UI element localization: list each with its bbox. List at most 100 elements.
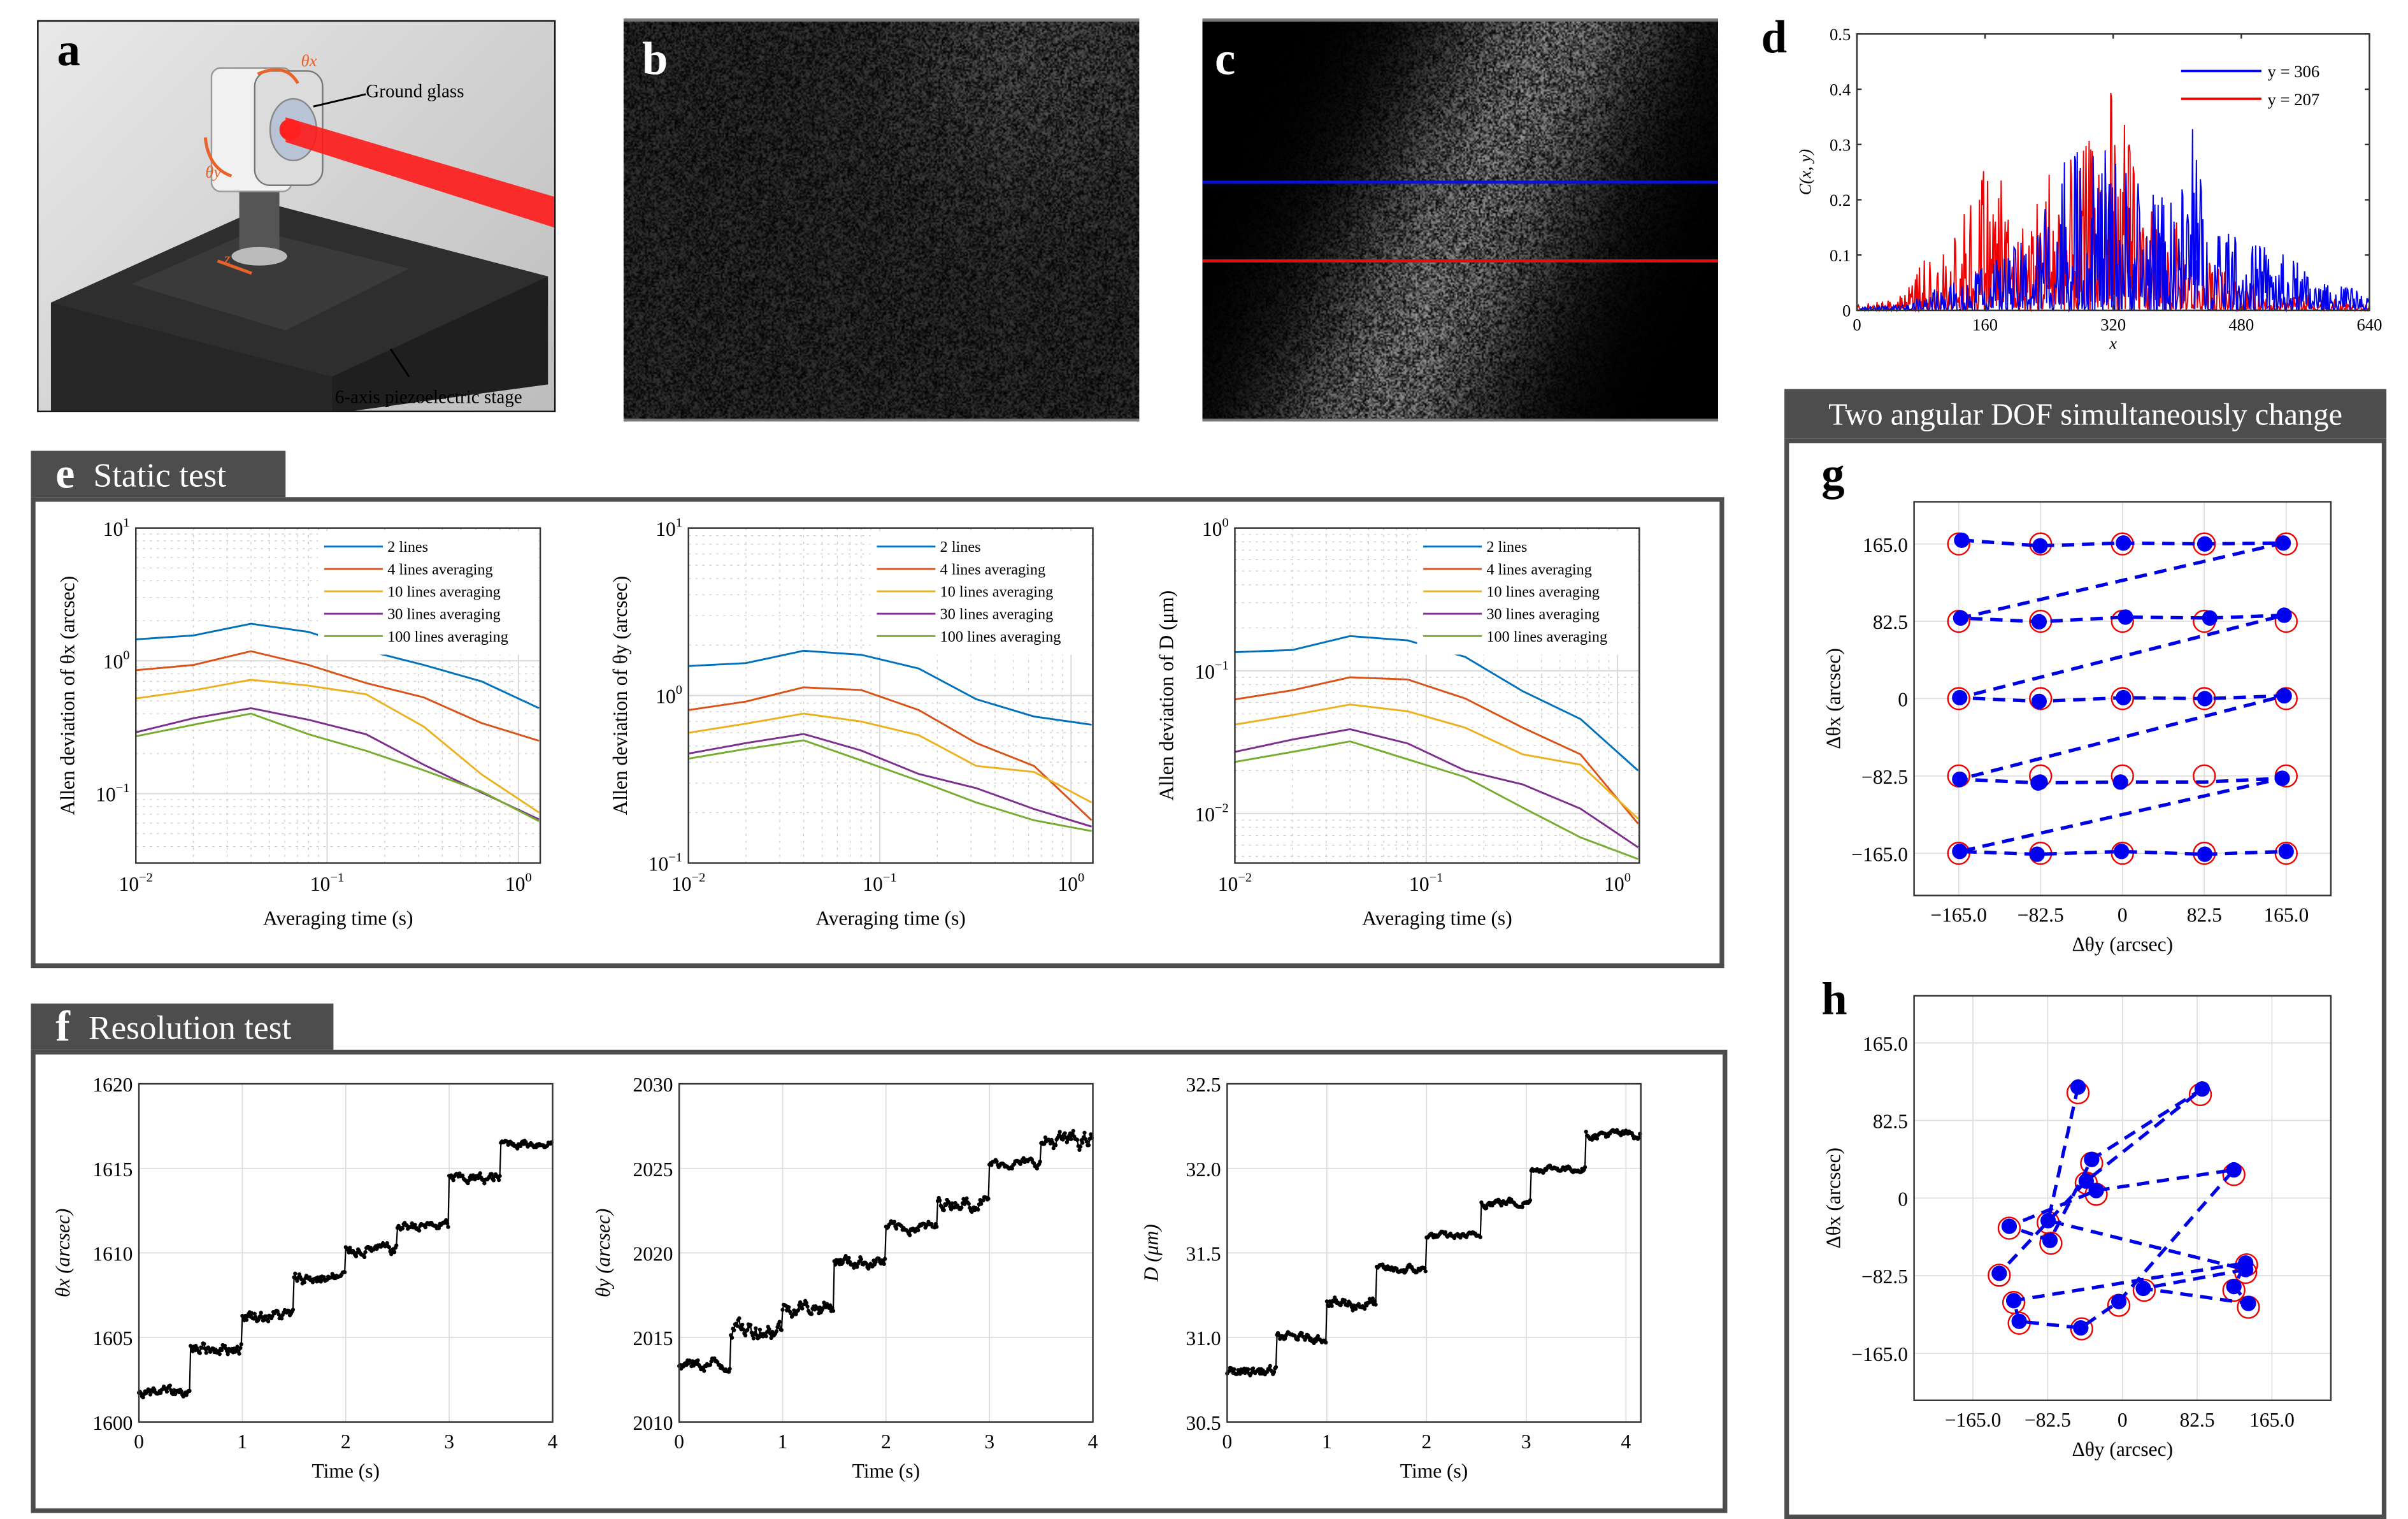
target-marker <box>2193 764 2216 788</box>
data-point <box>764 1334 768 1339</box>
data-point <box>727 1367 732 1371</box>
y-tick-label: 32.5 <box>1186 1074 1221 1096</box>
data-point <box>239 1342 243 1346</box>
measured-point <box>2031 693 2047 709</box>
tick-label: 10−2 <box>119 871 153 896</box>
x-axis-label: Δθy (arcsec) <box>2072 933 2173 956</box>
x-tick-label: 0 <box>134 1430 144 1453</box>
series-line-10-lines-averaging <box>1235 703 1639 820</box>
data-point <box>779 1328 784 1332</box>
data-point <box>1315 1334 1320 1339</box>
data-point <box>847 1255 851 1260</box>
series-line-100-lines-averaging <box>1235 740 1638 860</box>
tick-label: 10−1 <box>1409 871 1443 896</box>
x-tick-label: 1 <box>238 1430 248 1453</box>
data-point <box>1423 1269 1428 1274</box>
section-e-letter: e <box>55 450 75 499</box>
data-point <box>737 1316 742 1321</box>
data-point <box>938 1199 942 1203</box>
data-point <box>1035 1166 1039 1170</box>
data-point <box>482 1181 487 1186</box>
series-line-2-lines <box>1235 635 1639 772</box>
measured-point <box>2032 774 2048 790</box>
data-point <box>1043 1135 1048 1140</box>
data-point <box>1031 1161 1036 1165</box>
data-point <box>1082 1130 1087 1135</box>
stage-pointer <box>389 348 410 378</box>
data-point <box>787 1305 791 1309</box>
tick-label: 100 <box>103 649 130 673</box>
plot-frame <box>135 527 541 864</box>
data-point <box>1363 1306 1367 1311</box>
chart-e1-allan-theta-x: 2 lines 4 lines averaging 10 lines averagi… <box>56 515 541 929</box>
data-point <box>696 1358 700 1363</box>
y-tick-label: 2010 <box>633 1412 673 1434</box>
data-point <box>1329 1304 1334 1308</box>
legend-label: 10 lines averaging <box>1486 584 1600 601</box>
data-point <box>204 1350 208 1355</box>
data-point <box>702 1369 706 1373</box>
y-tick-label: −82.5 <box>1861 766 1908 788</box>
data-point <box>235 1344 240 1349</box>
data-point <box>942 1208 946 1213</box>
legend-label: 100 lines averaging <box>387 628 508 645</box>
data-point <box>197 1351 202 1355</box>
data-point <box>800 1306 805 1311</box>
data-point <box>389 1252 394 1256</box>
data-point <box>489 1172 494 1176</box>
data-point <box>784 1308 789 1313</box>
data-point <box>729 1335 735 1340</box>
data-point <box>1520 1205 1524 1209</box>
data-point <box>322 1275 326 1279</box>
stage-label: 6-axis piezoelectric stage <box>334 385 522 408</box>
data-point <box>1443 1230 1448 1235</box>
data-point <box>491 1178 496 1183</box>
row-line-y306 <box>1202 180 1718 184</box>
section-f-header: f Resolution test <box>31 1004 334 1053</box>
data-point <box>1069 1137 1073 1141</box>
y-axis-label: θy (arcsec) <box>592 1209 614 1297</box>
y-tick-label: 82.5 <box>1873 611 1908 633</box>
data-point <box>877 1256 881 1261</box>
measured-point <box>2001 1218 2017 1234</box>
y-tick-label: −165.0 <box>1851 1343 1908 1365</box>
panel-b-speckle-image: b <box>623 18 1140 422</box>
x-tick-label: 320 <box>2100 315 2126 335</box>
x-tick-label: 160 <box>1972 315 1998 335</box>
tick-label: 10−2 <box>1195 801 1229 826</box>
y-tick-label: 0.1 <box>1830 246 1851 265</box>
chart-g-grid-scan: −165.0 −165.0 −82.5 −82.5 0 0 82.5 82.5 165.0 165… <box>1822 501 2332 956</box>
x-tick-label: 0 <box>674 1430 684 1453</box>
data-point <box>1246 1367 1251 1372</box>
data-point <box>1478 1235 1482 1239</box>
data-point <box>451 1178 455 1183</box>
data-point <box>518 1144 523 1149</box>
chart-e3-allan-d: 2 lines 4 lines averaging 10 lines averagi… <box>1156 515 1640 929</box>
data-point <box>179 1389 183 1393</box>
measured-point <box>2078 1173 2094 1189</box>
data-point <box>226 1352 230 1357</box>
x-tick-label: 2 <box>1421 1430 1431 1453</box>
y-tick-label: 32.0 <box>1186 1158 1221 1181</box>
data-point <box>1086 1143 1091 1148</box>
data-point <box>1079 1144 1083 1149</box>
x-tick-label: 165.0 <box>2263 904 2309 926</box>
legend-label: 10 lines averaging <box>940 584 1054 601</box>
data-point <box>476 1176 480 1181</box>
data-point <box>981 1198 985 1203</box>
tick-label: 10−1 <box>1195 658 1229 683</box>
x-tick-label: 1 <box>778 1430 788 1453</box>
data-point <box>249 1311 254 1315</box>
data-point <box>1637 1135 1641 1140</box>
data-point <box>295 1279 299 1283</box>
data-point <box>259 1311 263 1315</box>
x-tick-label: 4 <box>548 1430 558 1453</box>
data-point <box>855 1265 859 1269</box>
x-axis-label: Averaging time (s) <box>263 907 413 929</box>
data-point <box>1080 1141 1085 1145</box>
plot-frame <box>1234 527 1640 864</box>
data-point <box>1528 1198 1533 1202</box>
measured-point <box>2114 844 2130 860</box>
data-point <box>740 1322 745 1327</box>
data-point <box>446 1225 450 1229</box>
